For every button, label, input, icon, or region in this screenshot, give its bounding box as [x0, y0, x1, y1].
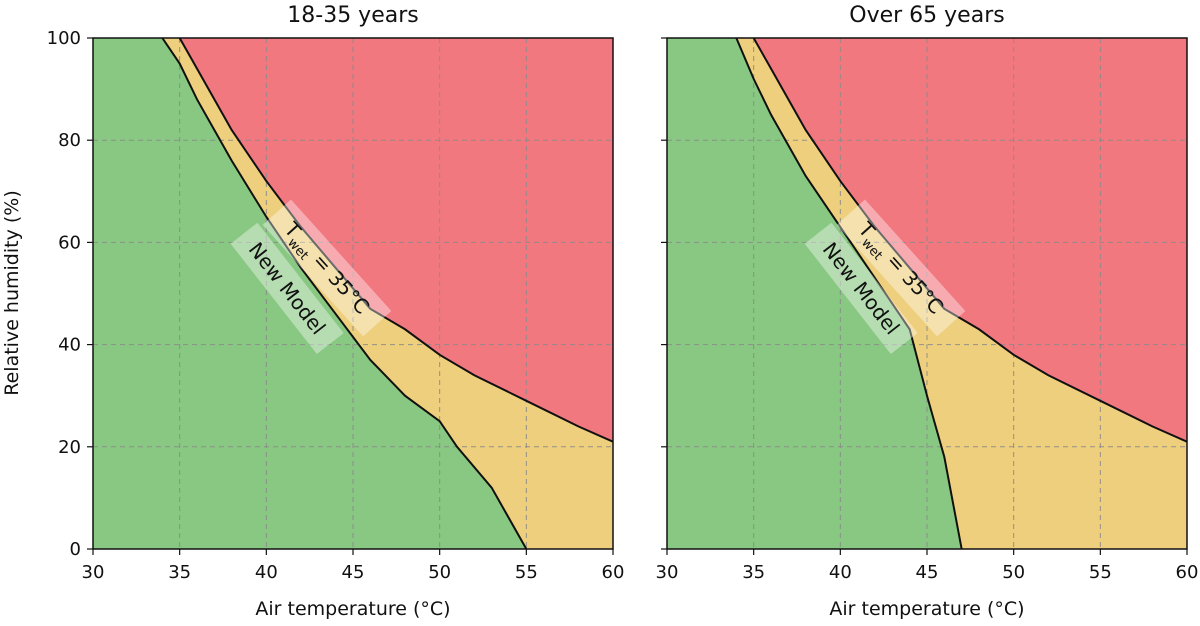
y-tick-label: 60 — [58, 232, 81, 253]
x-axis-label-right: Air temperature (°C) — [829, 598, 1024, 620]
twet-35-curve — [752, 38, 1187, 443]
y-tick-label: 40 — [58, 335, 81, 356]
safe-region — [93, 38, 527, 549]
safe-region — [667, 38, 962, 549]
x-tick-label: 60 — [1176, 562, 1199, 583]
x-tick-label: 50 — [1002, 562, 1025, 583]
x-tick-label: 45 — [916, 562, 939, 583]
x-tick-label: 35 — [742, 562, 765, 583]
x-axis-label-left: Air temperature (°C) — [255, 598, 450, 620]
label-backdrop — [230, 222, 344, 355]
twet-35-curve — [178, 38, 613, 443]
x-tick-label: 45 — [342, 562, 365, 583]
plot-area — [93, 38, 613, 549]
y-tick-label: 20 — [58, 437, 81, 458]
new-model-curve — [735, 38, 963, 549]
x-tick-label: 30 — [82, 562, 105, 583]
plot-area — [667, 38, 1187, 549]
new-model-curve — [161, 38, 528, 549]
panel-18-35: 18-35 years Air temperature (°C) Relativ… — [1, 3, 624, 620]
y-tick-label: 80 — [58, 130, 81, 151]
x-tick-label: 55 — [1089, 562, 1112, 583]
x-tick-label: 50 — [428, 562, 451, 583]
label-backdrop — [804, 222, 918, 355]
y-axis-label: Relative humidity (%) — [1, 190, 23, 395]
panel-title-18-35: 18-35 years — [287, 3, 418, 28]
x-tick-label: 30 — [656, 562, 679, 583]
x-tick-label: 40 — [255, 562, 278, 583]
x-tick-label: 55 — [515, 562, 538, 583]
x-tick-label: 60 — [602, 562, 625, 583]
label-backdrop — [262, 199, 392, 337]
panel-over-65: Over 65 years Air temperature (°C) Twet … — [656, 3, 1199, 620]
x-tick-label: 40 — [829, 562, 852, 583]
x-tick-label: 35 — [168, 562, 191, 583]
panel-title-over-65: Over 65 years — [849, 3, 1004, 28]
y-tick-label: 0 — [70, 539, 81, 560]
y-tick-label: 100 — [47, 28, 81, 49]
label-backdrop — [836, 199, 966, 337]
